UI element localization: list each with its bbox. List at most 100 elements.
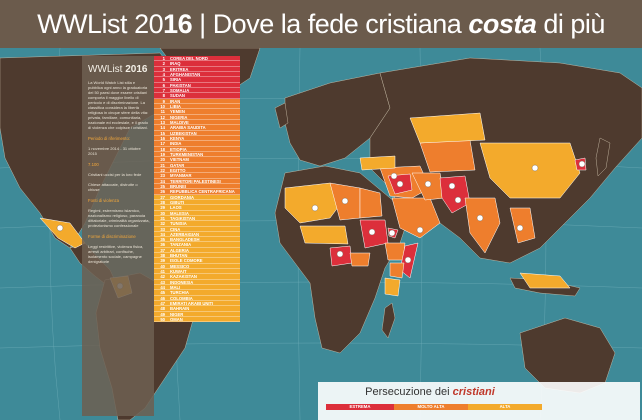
country-name: AZERBAIGIAN [170, 231, 200, 237]
country-rank: 25 [160, 183, 165, 189]
country-name: MALDIVE [170, 119, 189, 125]
region-southeast-asia [509, 207, 536, 244]
country-name: BAHRAIN [170, 306, 190, 311]
country-row: 30 MALESIA [154, 210, 240, 216]
country-name: MALESIA [170, 210, 189, 215]
country-name: QATAR [170, 162, 185, 167]
country-ranking-list: 1 COREA DEL NORD 2 IRAQ 3 ERITREA 4 AFGHANISTAN… [154, 56, 240, 323]
persecuted-countries [39, 112, 587, 299]
country-row: 47 EMIRATI ARABI UNITI [154, 301, 240, 307]
region-india [464, 197, 501, 254]
country-rank: 18 [160, 146, 165, 152]
country-row: 32 TUNISIA [154, 221, 240, 227]
country-row: 29 LAOS [154, 205, 240, 211]
panel-intro: La World Watch List stila e pubblica ogn… [88, 80, 149, 130]
country-name: EMIRATI ARABI UNITI [170, 301, 214, 306]
country-rank: 48 [160, 306, 165, 312]
country-rank: 27 [160, 194, 165, 200]
country-rank: 7 [162, 87, 165, 93]
country-rank: 35 [160, 237, 165, 243]
country-rank: 24 [160, 178, 165, 184]
region-turkey [359, 155, 396, 171]
country-rank: 16 [160, 135, 165, 141]
country-row: 15 UZBEKISTAN [154, 130, 240, 136]
region-china [479, 142, 581, 199]
country-row: 9 IRAN [154, 98, 240, 104]
country-rank: 28 [160, 199, 165, 205]
region-central-asia [419, 139, 476, 173]
country-rank: 34 [160, 231, 165, 237]
panel-period: 1 novembre 2014 - 31 ottobre 2015 [88, 146, 141, 156]
country-row: 38 BHUTAN [154, 253, 240, 259]
region-malaysia-indonesia [519, 272, 571, 289]
country-name: REPUBBLICA CENTRAFRICANA [170, 189, 235, 194]
country-name: UZBEKISTAN [170, 130, 197, 135]
country-rank: 47 [160, 301, 165, 307]
country-rank: 12 [160, 114, 165, 120]
country-rank: 46 [160, 295, 165, 301]
country-name: ETIOPIA [170, 146, 187, 151]
panel-sources: Regimi, estremismo islamico, nazionalism… [88, 208, 150, 228]
country-row: 6 PAKISTAN [154, 82, 240, 88]
country-row: 37 ALGERIA [154, 247, 240, 254]
country-row: 10 LIBIA [154, 103, 240, 110]
title-text: Dove la fede cristiana costa di più [212, 8, 606, 39]
country-rank: 21 [160, 162, 165, 168]
panel-forms: Leggi restrittive, violenza fisica, arre… [88, 244, 144, 264]
country-row: 12 NIGERIA [154, 114, 240, 120]
country-name: PAKISTAN [170, 82, 191, 87]
panel-count: 7.100 [88, 162, 99, 167]
region-tanzania [384, 277, 401, 297]
panel-period-heading: Periodo di riferimento: [88, 136, 131, 141]
country-rank: 8 [162, 93, 165, 99]
panel-forms-heading: Forme di discriminazione [88, 234, 136, 239]
country-rank: 2 [162, 61, 165, 67]
country-row: 5 SIRIA [154, 77, 240, 83]
country-rank: 29 [160, 205, 165, 211]
legend-alta: ALTA [468, 404, 542, 410]
country-name: VIETNAM [170, 157, 189, 162]
land-japan [595, 137, 611, 177]
legend-title: Persecuzione dei cristiani [365, 386, 495, 398]
country-row: 46 COLOMBIA [154, 295, 240, 302]
country-rank: 40 [160, 263, 165, 269]
country-name: NIGER [170, 311, 184, 317]
country-row: 11 YEMEN [154, 109, 240, 115]
country-name: SUDAN [170, 93, 185, 98]
country-row: 13 MALDIVE [154, 119, 240, 126]
country-rank: 49 [160, 311, 165, 317]
country-name: TURKMENISTAN [170, 151, 204, 157]
country-name: TAGIKISTAN [170, 215, 195, 221]
country-name: ALGERIA [170, 247, 189, 253]
country-rank: 23 [160, 173, 165, 179]
country-name: ARABIA SAUDITA [170, 125, 206, 130]
country-name: ERITREA [170, 66, 189, 71]
country-row: 40 MESSICO [154, 263, 240, 270]
region-kazakhstan [409, 112, 486, 144]
region-ethiopia [384, 242, 406, 261]
country-rank: 4 [162, 71, 165, 77]
legend-estrema: ESTREMA [326, 404, 394, 410]
country-row: 26 REPUBBLICA CENTRAFRICANA [154, 189, 240, 195]
country-row: 36 TANZANIA [154, 242, 240, 248]
country-rank: 19 [160, 151, 165, 157]
country-rank: 32 [160, 221, 165, 227]
map-title: WWList 2016 | Dove la fede cristiana cos… [0, 0, 642, 48]
country-row: 31 TAGIKISTAN [154, 215, 240, 222]
country-name: AFGHANISTAN [170, 71, 201, 77]
region-kenya [389, 262, 405, 279]
country-name: TANZANIA [170, 242, 192, 247]
region-afghanistan-pakistan [439, 175, 471, 214]
country-name: INDIA [170, 141, 182, 146]
country-rank: 30 [160, 210, 165, 216]
country-row: 21 QATAR [154, 162, 240, 168]
country-name: KUWAIT [170, 269, 187, 274]
country-name: MALI [170, 285, 181, 290]
country-name: YEMEN [170, 109, 185, 114]
country-row: 35 BANGLADESH [154, 237, 240, 243]
country-name: SOMALIA [170, 87, 190, 93]
region-niger-mali [299, 225, 349, 245]
country-name: COLOMBIA [170, 295, 193, 301]
country-name: MESSICO [170, 263, 190, 269]
country-name: BRUNEI [170, 183, 187, 189]
